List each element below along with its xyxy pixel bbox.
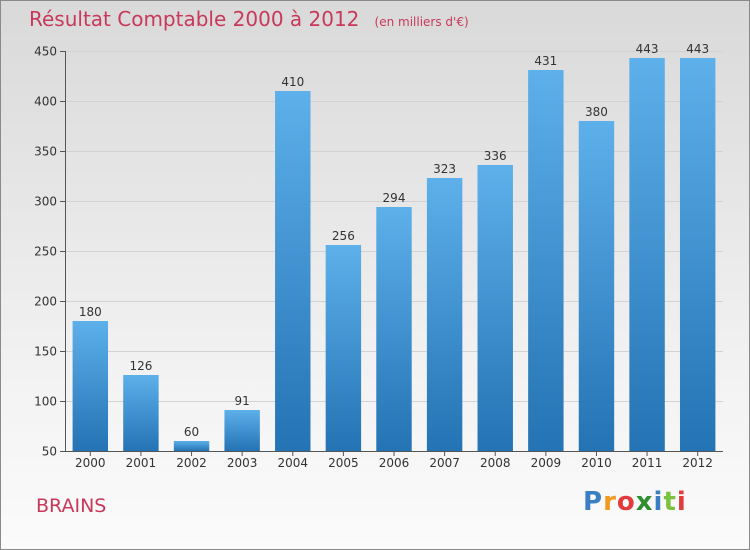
value-label: 60 <box>184 425 199 439</box>
x-tick-label: 2010 <box>581 456 612 470</box>
value-label: 443 <box>636 42 659 56</box>
bar <box>477 165 513 451</box>
y-tick-label: 250 <box>34 245 57 259</box>
x-tick-label: 2006 <box>379 456 410 470</box>
logo-letter: r <box>603 487 617 517</box>
x-tick-label: 2012 <box>682 456 713 470</box>
x-tick-label: 2000 <box>75 456 106 470</box>
x-tick-label: 2008 <box>480 456 511 470</box>
y-tick-label: 450 <box>34 45 57 59</box>
x-tick-label: 2004 <box>277 456 308 470</box>
x-tick-label: 2001 <box>126 456 157 470</box>
value-label: 126 <box>129 359 152 373</box>
bar <box>679 58 716 451</box>
x-tick-label: 2002 <box>176 456 207 470</box>
bar <box>528 70 564 451</box>
y-tick-label: 400 <box>34 95 57 109</box>
value-label: 180 <box>79 305 102 319</box>
bar <box>578 121 615 451</box>
labels: 180 2000 126 2001 60 2002 91 2003 410 2004 256 2005… <box>75 42 713 470</box>
bar <box>173 441 210 451</box>
bar <box>275 91 311 451</box>
x-tick-label: 2003 <box>227 456 258 470</box>
bar <box>376 207 412 451</box>
proxiti-logo: Proxiti <box>583 487 687 517</box>
value-label: 431 <box>534 54 557 68</box>
bar <box>123 375 159 451</box>
x-tick-label: 2011 <box>632 456 663 470</box>
x-tick-label: 2005 <box>328 456 359 470</box>
value-label: 410 <box>281 75 304 89</box>
logo-letter: i <box>653 487 664 517</box>
chart-subtitle: (en milliers d'€) <box>374 15 469 29</box>
bars <box>72 58 716 451</box>
value-label: 380 <box>585 105 608 119</box>
y-tick-label: 350 <box>34 145 57 159</box>
x-tick-label: 2007 <box>429 456 460 470</box>
logo-letter: t <box>663 487 677 517</box>
bar <box>224 410 260 451</box>
logo-letter: o <box>616 487 636 517</box>
value-label: 256 <box>332 229 355 243</box>
logo-letter: i <box>676 487 687 517</box>
value-label: 294 <box>383 191 406 205</box>
title-block: Résultat Comptable 2000 à 2012 (en milli… <box>29 7 469 31</box>
chart-title: Résultat Comptable 2000 à 2012 <box>29 7 360 31</box>
value-label: 91 <box>235 394 250 408</box>
value-label: 443 <box>686 42 709 56</box>
bar <box>325 245 362 451</box>
x-tick-label: 2009 <box>531 456 562 470</box>
logo-letter: P <box>583 487 604 517</box>
y-tick-label: 200 <box>34 295 57 309</box>
bar <box>629 58 665 451</box>
y-tick-label: 100 <box>34 395 57 409</box>
bar <box>72 321 109 451</box>
y-tick-label: 300 <box>34 195 57 209</box>
y-tick-label: 50 <box>42 445 57 459</box>
axes: 50 100 150 200 250 300 350 400 450 <box>34 45 723 459</box>
y-tick-label: 150 <box>34 345 57 359</box>
logo-letter: x <box>635 487 654 517</box>
value-label: 323 <box>433 162 456 176</box>
bar <box>426 178 463 451</box>
value-label: 336 <box>484 149 507 163</box>
place-name: BRAINS <box>36 495 107 517</box>
